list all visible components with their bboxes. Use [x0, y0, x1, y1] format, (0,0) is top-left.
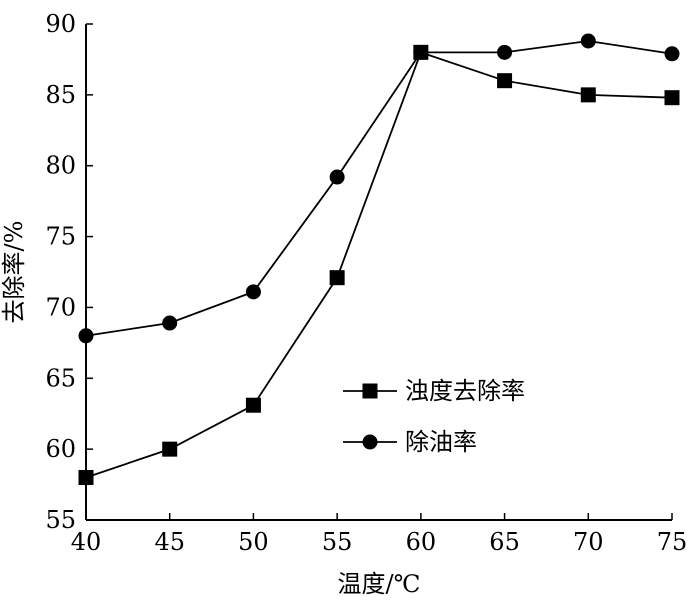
data-point-circle	[497, 44, 513, 60]
y-tick-label: 90	[45, 10, 76, 38]
y-tick-label: 60	[45, 435, 76, 463]
series-line	[85, 51, 673, 479]
data-point-square	[245, 397, 261, 413]
data-point-square	[580, 87, 596, 103]
data-point-circle	[664, 46, 680, 62]
x-tick-label: 55	[322, 528, 353, 556]
series-line	[85, 40, 673, 337]
y-tick-label: 65	[45, 364, 76, 392]
legend-item: 除油率	[343, 428, 477, 456]
y-tick-label: 85	[45, 81, 76, 109]
axes	[85, 24, 672, 521]
x-tick-label: 50	[238, 528, 269, 556]
series-layer	[78, 33, 680, 485]
x-tick-label: 40	[71, 528, 102, 556]
data-point-circle	[580, 33, 596, 49]
x-tick-label: 45	[154, 528, 185, 556]
data-point-circle	[162, 315, 178, 331]
y-tick-label: 70	[45, 293, 76, 321]
y-tick-label: 55	[45, 506, 76, 534]
data-point-circle	[78, 328, 94, 344]
legend-marker	[362, 383, 378, 399]
data-point-circle	[413, 44, 429, 60]
x-ticks: 40 45 50 55 60 65 70 75	[71, 513, 688, 556]
legend-label: 浊度去除率	[405, 377, 525, 405]
data-point-square	[78, 469, 94, 485]
data-point-square	[497, 73, 513, 89]
x-tick-label: 75	[657, 528, 688, 556]
series-2	[78, 33, 680, 344]
legend-marker	[362, 434, 378, 450]
data-point-square	[162, 441, 178, 457]
data-point-square	[329, 270, 345, 286]
y-tick-label: 75	[45, 223, 76, 251]
x-tick-label: 60	[406, 528, 437, 556]
legend-item: 浊度去除率	[343, 377, 525, 405]
series-1	[78, 44, 680, 485]
y-ticks: 55 60 65 70 75 80 85 90	[45, 10, 93, 534]
x-axis-title: 温度/℃	[338, 570, 421, 598]
x-tick-label: 65	[489, 528, 520, 556]
data-point-square	[664, 90, 680, 106]
y-axis-title: 去除率/%	[0, 221, 28, 324]
data-point-circle	[329, 169, 345, 185]
legend-label: 除油率	[405, 428, 477, 456]
data-point-circle	[245, 284, 261, 300]
x-tick-label: 70	[573, 528, 604, 556]
y-tick-label: 80	[45, 152, 76, 180]
